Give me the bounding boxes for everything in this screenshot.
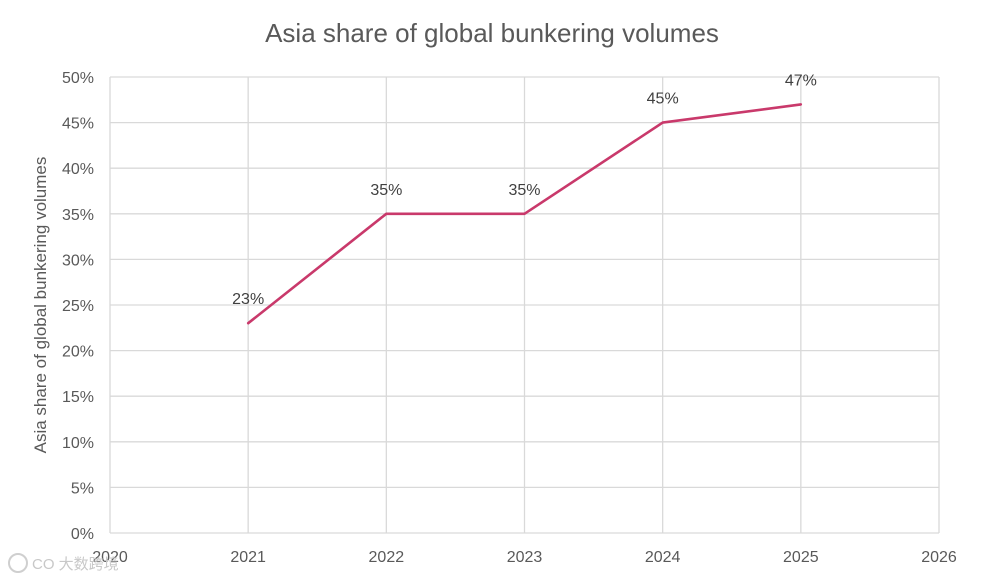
- y-tick-label: 45%: [62, 116, 94, 133]
- x-tick-label: 2020: [92, 549, 128, 566]
- x-tick-label: 2022: [369, 549, 405, 566]
- y-tick-label: 20%: [62, 344, 94, 361]
- x-tick-label: 2023: [507, 549, 543, 566]
- y-tick-label: 30%: [62, 252, 94, 269]
- x-tick-label: 2026: [921, 549, 957, 566]
- y-tick-label: 50%: [62, 70, 94, 87]
- y-tick-label: 35%: [62, 207, 94, 224]
- y-tick-label: 0%: [71, 526, 94, 543]
- series-line: [246, 103, 803, 325]
- data-label: 23%: [232, 291, 264, 308]
- y-axis-tick-labels: 0% 5% 10% 15% 20% 25% 30% 35% 40% 45% 50%: [62, 70, 94, 543]
- chart-title: Asia share of global bunkering volumes: [265, 18, 719, 48]
- x-tick-label: 2021: [230, 549, 266, 566]
- y-tick-label: 40%: [62, 161, 94, 178]
- data-label: 35%: [370, 182, 402, 199]
- gridlines: [109, 76, 940, 534]
- data-label: 35%: [508, 182, 540, 199]
- series-lines: [246, 103, 803, 325]
- y-tick-label: 25%: [62, 298, 94, 315]
- x-tick-label: 2025: [783, 549, 819, 566]
- x-axis-tick-labels: 2020 2021 2022 2023 2024 2025 2026: [92, 549, 957, 566]
- y-axis-title: Asia share of global bunkering volumes: [31, 157, 50, 454]
- watermark-text: CO 大数跨境: [32, 555, 119, 573]
- watermark-logo: CO 大数跨境: [8, 553, 119, 573]
- data-label: 47%: [785, 72, 817, 89]
- y-tick-label: 10%: [62, 435, 94, 452]
- data-labels: 23% 35% 35% 45% 47%: [232, 72, 817, 308]
- x-tick-label: 2024: [645, 549, 681, 566]
- y-tick-label: 5%: [71, 480, 94, 497]
- watermark-logo-icon: [8, 553, 28, 573]
- y-tick-label: 15%: [62, 389, 94, 406]
- data-label: 45%: [647, 91, 679, 108]
